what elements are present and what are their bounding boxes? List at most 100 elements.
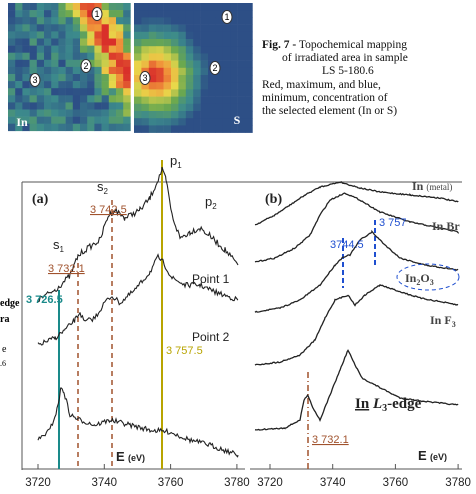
map-cell (36, 3, 45, 11)
map-cell (237, 118, 246, 126)
tick-label: 3740 (92, 477, 118, 489)
map-cell (200, 24, 209, 33)
map-cell (230, 111, 238, 119)
map-cell (141, 24, 150, 33)
map-cell (72, 109, 81, 117)
map-cell (15, 74, 23, 82)
map-cell (185, 111, 194, 119)
map-cell (237, 53, 246, 61)
map-cell (156, 103, 164, 112)
map-cell (200, 39, 209, 47)
map-cell (58, 74, 66, 82)
map-cell (36, 74, 45, 82)
map-cell (36, 31, 45, 39)
map-cell (230, 17, 238, 25)
map-cell (22, 95, 30, 103)
map-cell (72, 38, 81, 46)
caption-line: Fig. 7 - Topochemical mapping (262, 39, 407, 51)
map-cell (29, 3, 38, 11)
panel-a-labels: (a) p1 p2 s1 s2 3 726.5 3 732.1 3 742.5 … (26, 153, 230, 464)
spectrum (254, 192, 459, 263)
map-cell (8, 24, 16, 32)
map-cell (51, 74, 59, 82)
map-cell (108, 38, 117, 46)
map-cell (72, 24, 81, 32)
tick-label: 3740 (320, 477, 346, 489)
map-cell (245, 17, 253, 25)
map-cell (123, 31, 131, 39)
map-cell (80, 123, 88, 132)
map-cell (123, 52, 131, 61)
map-cell (193, 75, 201, 83)
map-cell (163, 60, 172, 69)
map-cell (185, 17, 194, 25)
map-cell (72, 52, 81, 61)
map-cell (94, 116, 102, 124)
map-cell (156, 82, 164, 90)
energy-label: 3 726.5 (26, 294, 63, 306)
map-cell (200, 111, 209, 119)
map-cell (171, 53, 179, 61)
map-cell (15, 116, 23, 124)
map-cell (193, 31, 201, 40)
map-cell (171, 125, 179, 133)
map-cell (94, 3, 102, 11)
map-cell (22, 10, 30, 18)
map-cell (80, 52, 88, 61)
map-cell (230, 31, 238, 40)
map-cell (72, 59, 81, 68)
map-cell (22, 59, 30, 68)
map-cell (230, 46, 238, 54)
map-cell (185, 39, 194, 47)
map-cell (116, 74, 124, 82)
map-cell (65, 3, 74, 11)
map-cell (222, 31, 231, 40)
map-cell (65, 31, 74, 39)
map-cell (101, 81, 110, 89)
map-cell (44, 17, 52, 25)
map-cell (185, 31, 194, 40)
map-cell (58, 31, 66, 39)
map-cell (171, 82, 179, 90)
map-cell (72, 102, 81, 110)
map-cell (51, 10, 59, 18)
map-cell (44, 31, 52, 39)
map-cell (36, 66, 45, 75)
map-cell (222, 118, 231, 126)
map-cell (163, 103, 172, 112)
edge-sub: 3 (382, 403, 387, 414)
edge-label: In L3-edge (355, 396, 422, 414)
map-cell (44, 88, 52, 96)
map-cell (123, 66, 131, 75)
map-cell (108, 109, 117, 117)
map-cell (222, 46, 231, 54)
map-cell (101, 3, 110, 11)
map-cell (230, 118, 238, 126)
map-cell (178, 60, 187, 69)
map-cell (208, 96, 216, 105)
map-cell (208, 17, 216, 25)
map-cell (123, 10, 131, 18)
spectrum (37, 386, 239, 458)
map-cell (193, 10, 201, 18)
ticks: 3720 3740 3760 3780 3720 3740 3760 3780 (25, 464, 471, 489)
map-cell (15, 38, 23, 46)
map-cell (215, 82, 224, 90)
map-cell (171, 75, 179, 83)
sample-part: O (420, 271, 429, 285)
map-cell (156, 31, 164, 40)
map-cell (171, 24, 179, 33)
map-cell (116, 24, 124, 32)
map-cell (44, 10, 52, 18)
map-cell (237, 24, 246, 33)
map-cell (22, 52, 30, 61)
map-cell (22, 81, 30, 89)
map-cell (101, 59, 110, 68)
map-cell (208, 24, 216, 33)
map-cell (94, 109, 102, 117)
map-cell (200, 31, 209, 40)
map-cell (245, 82, 253, 90)
caption: Fig. 7 - Topochemical mapping of irradia… (262, 39, 408, 117)
map-cell (51, 116, 59, 124)
